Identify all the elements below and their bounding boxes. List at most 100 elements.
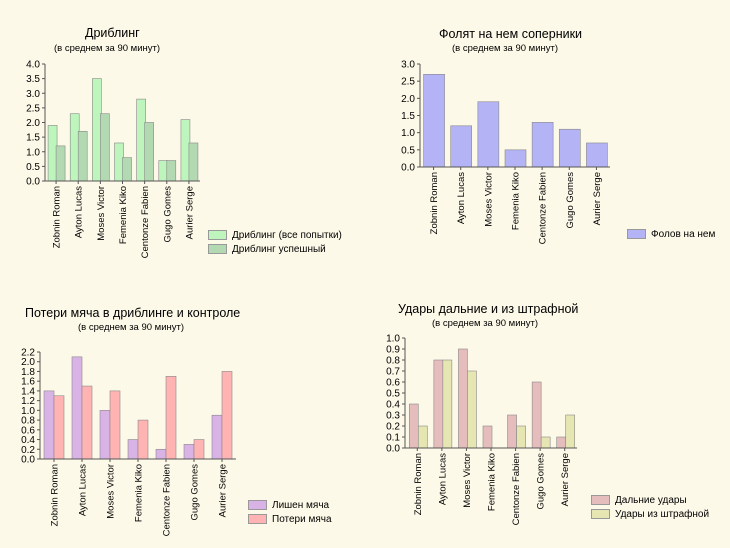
bar [556, 436, 567, 449]
bar [211, 414, 223, 460]
x-tick-label: Centonze Fabien [140, 186, 151, 258]
bar [467, 370, 477, 449]
bar [450, 125, 473, 168]
bar [540, 436, 551, 449]
legend-label: Лишен мяча [272, 499, 330, 511]
legend-swatch [208, 244, 227, 254]
chart-svg: 0.0 0.5 1.0 1.5 2.0 2.5 3.0 3.5 4.0 Zobnin Roman A… [26, 60, 200, 258]
y-tick-label: 0.4 [386, 400, 400, 411]
x-tick-label: Ayton Lucas [74, 186, 85, 238]
bar [482, 425, 493, 449]
chart-svg: 0.00.10.20.30.40.50.60.70.80.91.0 Zobnin … [386, 334, 577, 525]
y-tick-label: 0.2 [386, 422, 400, 433]
x-tick-label: Gugo Gomes [190, 464, 201, 521]
y-tick-label: 1.6 [21, 377, 35, 388]
x-tick-label: Femenia Kiko [134, 464, 145, 522]
bar [114, 142, 124, 182]
chart-panel-dribbling: Дриблинг (в среднем за 90 минут) 0.0 0.5 1… [0, 0, 365, 274]
x-tick-label: Zobnin Roman [413, 453, 424, 515]
y-tick-label: 0.8 [21, 416, 35, 427]
bar [92, 78, 102, 182]
y-tick-label: 0.5 [401, 145, 415, 156]
bar [565, 414, 576, 449]
chart-svg: 0.00.20.40.60.81.01.21.41.61.82.02.2 Zobn… [21, 348, 236, 536]
x-tick-label: Ayton Lucas [456, 172, 467, 224]
y-tick-label: 0.0 [26, 177, 40, 188]
bar [99, 410, 111, 460]
chart-legend: Фолов на нем [627, 227, 715, 241]
y-tick-label: 0.1 [386, 433, 400, 444]
bar [408, 403, 419, 449]
x-tick-label: Gugo Gomes [565, 172, 576, 229]
legend-swatch [591, 495, 610, 505]
x-tick-label: Moses Victor [96, 186, 107, 241]
bar [531, 122, 554, 168]
legend-label: Дальние удары [615, 494, 687, 506]
x-tick-label: Centonze Fabien [511, 453, 522, 525]
y-tick-label: 2.2 [21, 348, 35, 359]
y-tick-label: 1.0 [21, 406, 35, 417]
x-tick-label: Centonze Fabien [538, 172, 549, 244]
x-tick-label: Aurier Serge [560, 453, 571, 506]
x-tick-label: Aurier Serge [184, 186, 195, 239]
x-tick-label: Ayton Lucas [437, 453, 448, 505]
chart-panel-ball-losses: Потери мяча в дриблинге и контроле (в ср… [0, 274, 365, 548]
bar [477, 101, 500, 168]
y-tick-label: 0.6 [386, 378, 400, 389]
y-tick-label: 0.5 [26, 162, 40, 173]
bar [122, 157, 132, 182]
bar [504, 149, 527, 168]
y-tick-label: 3.0 [26, 89, 40, 100]
legend-label: Потери мяча [272, 513, 332, 525]
x-tick-label: Aurier Serge [592, 172, 603, 225]
y-tick-label: 0.7 [386, 367, 400, 378]
chart-panel-fouls: Фолят на нем соперники (в среднем за 90 … [365, 0, 730, 274]
legend-item: Дальние удары [591, 493, 709, 507]
bar [144, 122, 154, 182]
chart-subtitle: (в среднем за 90 минут) [78, 322, 185, 333]
bar [71, 356, 83, 460]
bar [127, 439, 139, 460]
y-tick-label: 1.4 [21, 386, 35, 397]
bar [516, 425, 526, 449]
legend-item: Фолов на нем [627, 227, 715, 241]
bar [558, 128, 581, 168]
bar [77, 130, 88, 182]
chart-title: Удары дальние и из штрафной [398, 302, 579, 316]
y-tick-label: 1.8 [21, 367, 35, 378]
bar [442, 359, 453, 449]
chart-subtitle: (в среднем за 90 минут) [54, 43, 161, 54]
x-tick-label: Zobnin Roman [50, 464, 61, 526]
bar [165, 376, 177, 460]
legend-item: Дриблинг успешный [208, 242, 342, 256]
bar [531, 381, 542, 449]
bar [423, 74, 445, 168]
y-tick-label: 0.8 [386, 356, 400, 367]
y-tick-label: 0.4 [21, 435, 35, 446]
chart-legend: Дальние удары Удары из штрафной [591, 493, 709, 521]
bar [53, 395, 65, 460]
x-tick-label: Moses Victor [462, 453, 473, 508]
x-tick-label: Centonze Fabien [162, 464, 173, 536]
bar [458, 348, 468, 449]
x-tick-label: Aurier Serge [218, 464, 229, 517]
legend-item: Лишен мяча [248, 498, 332, 512]
bar [183, 444, 195, 460]
y-tick-label: 0.0 [386, 444, 400, 455]
bar [188, 142, 199, 182]
y-tick-label: 0.0 [401, 163, 415, 174]
y-tick-label: 1.5 [401, 111, 415, 122]
legend-swatch [248, 514, 267, 524]
y-tick-label: 1.5 [26, 133, 40, 144]
x-tick-label: Zobnin Roman [52, 186, 63, 248]
y-tick-label: 2.5 [401, 77, 415, 88]
y-tick-label: 0.6 [21, 425, 35, 436]
legend-swatch [627, 229, 646, 239]
legend-swatch [591, 509, 610, 519]
y-tick-label: 0.5 [386, 389, 400, 400]
legend-swatch [208, 230, 227, 240]
legend-label: Дриблинг успешный [232, 243, 326, 255]
chart-title: Фолят на нем соперники [439, 27, 583, 41]
bar [55, 145, 66, 182]
x-tick-label: Zobnin Roman [429, 172, 440, 234]
